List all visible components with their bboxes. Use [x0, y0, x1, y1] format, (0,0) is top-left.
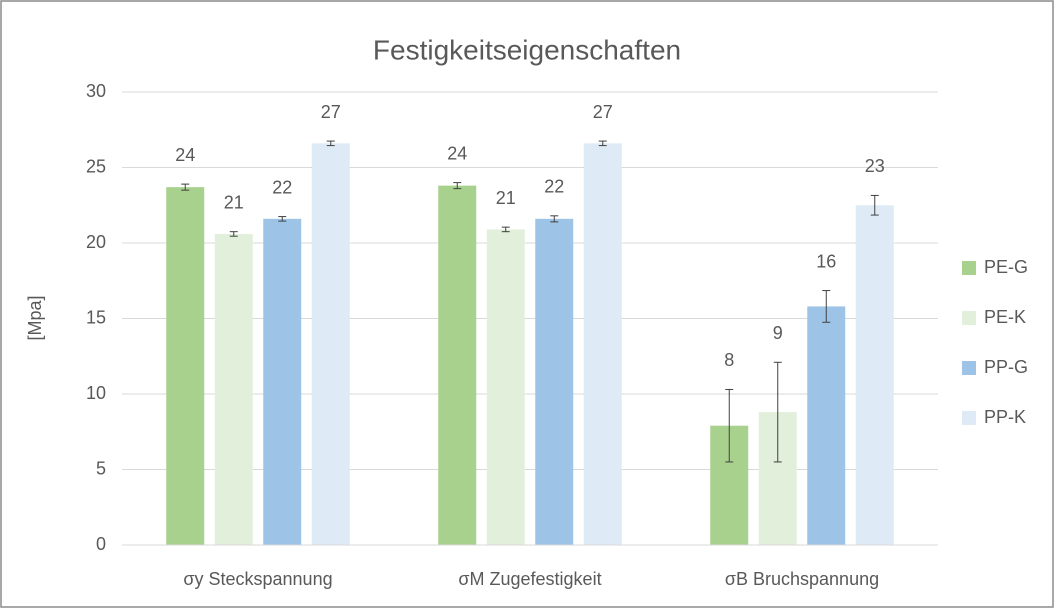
data-label: 9: [773, 323, 783, 343]
error-bar: [822, 290, 831, 323]
data-label: 27: [593, 102, 613, 122]
error-bar: [598, 140, 607, 147]
error-bar: [326, 140, 335, 147]
legend-label: PP-G: [984, 357, 1028, 377]
legend-swatch: [962, 411, 976, 425]
bar: [166, 187, 205, 545]
error-bar: [773, 361, 782, 463]
error-bar: [870, 194, 879, 216]
bar: [263, 218, 302, 545]
data-label: 23: [865, 156, 885, 176]
y-tick-label: 10: [86, 383, 106, 403]
chart-title: Festigkeitseigenschaften: [373, 34, 681, 65]
legend-swatch: [962, 261, 976, 275]
data-label: 24: [175, 145, 195, 165]
x-tick-label: σM Zugefestigkeit: [458, 569, 601, 589]
data-label: 21: [496, 188, 516, 208]
x-tick-label: σy Steckspannung: [183, 569, 332, 589]
bar: [214, 233, 253, 545]
data-label: 24: [447, 143, 467, 163]
bar: [807, 306, 846, 545]
data-label: 21: [224, 192, 244, 212]
legend-label: PE-G: [984, 257, 1028, 277]
data-label: 16: [816, 251, 836, 271]
bar: [855, 205, 894, 545]
y-tick-label: 5: [96, 458, 106, 478]
legend-label: PE-K: [984, 307, 1026, 327]
error-bar: [550, 215, 559, 223]
data-label: 22: [272, 177, 292, 197]
bar: [438, 185, 477, 545]
y-tick-label: 20: [86, 232, 106, 252]
bar: [535, 218, 574, 545]
legend-swatch: [962, 361, 976, 375]
y-tick-label: 30: [86, 81, 106, 101]
error-bar: [453, 182, 462, 190]
error-bar: [278, 216, 287, 222]
legend-swatch: [962, 311, 976, 325]
y-axis-label: [Mpa]: [25, 295, 45, 340]
error-bar: [725, 388, 734, 463]
x-tick-label: σB Bruchspannung: [725, 569, 879, 589]
bar: [583, 143, 622, 545]
error-bar: [501, 226, 510, 233]
data-label: 8: [724, 350, 734, 370]
bar: [311, 143, 350, 545]
data-label: 27: [321, 102, 341, 122]
legend-label: PP-K: [984, 407, 1026, 427]
data-label: 22: [544, 177, 564, 197]
y-tick-label: 0: [96, 534, 106, 554]
error-bar: [229, 231, 238, 237]
bar: [486, 229, 525, 545]
error-bar: [181, 183, 190, 191]
y-tick-label: 15: [86, 307, 106, 327]
y-tick-label: 25: [86, 156, 106, 176]
